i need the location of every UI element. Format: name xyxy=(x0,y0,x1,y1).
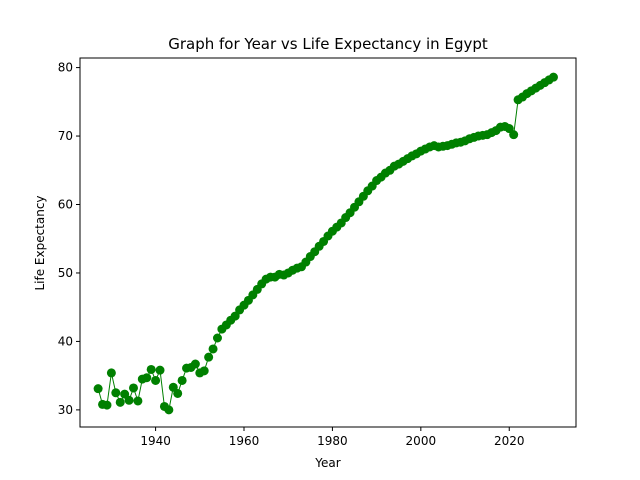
y-axis-label: Life Expectancy xyxy=(33,195,47,290)
data-point xyxy=(173,388,183,398)
data-point xyxy=(115,397,125,407)
data-point xyxy=(146,364,156,374)
x-tick-label: 1940 xyxy=(140,434,171,448)
x-tick-label: 2000 xyxy=(406,434,437,448)
y-tick-label: 40 xyxy=(58,334,73,348)
y-tick-label: 60 xyxy=(58,198,73,212)
data-point xyxy=(155,365,165,375)
x-tick-label: 2020 xyxy=(494,434,525,448)
y-tick-label: 70 xyxy=(58,129,73,143)
data-point xyxy=(509,130,519,140)
data-point xyxy=(128,383,138,393)
plot-area: 1940 1960 1980 2000 2020 30 40 50 60 70 80 xyxy=(58,57,577,448)
x-axis-label: Year xyxy=(314,456,340,470)
data-point xyxy=(164,405,174,415)
y-tick-label: 30 xyxy=(58,403,73,417)
data-point xyxy=(133,396,143,406)
data-point xyxy=(151,375,161,385)
data-point xyxy=(124,395,134,405)
data-point xyxy=(199,366,209,376)
data-point xyxy=(212,333,222,343)
data-point xyxy=(106,368,116,378)
plot-frame xyxy=(79,57,577,428)
data-point xyxy=(102,400,112,410)
data-point xyxy=(190,359,200,369)
data-point xyxy=(93,384,103,394)
x-tick-label: 1980 xyxy=(317,434,348,448)
x-tick-label: 1960 xyxy=(229,434,260,448)
data-point xyxy=(204,352,214,362)
y-tick-label: 80 xyxy=(58,61,73,75)
data-point xyxy=(111,388,121,398)
data-point xyxy=(548,72,558,82)
data-point xyxy=(208,344,218,354)
chart-title: Graph for Year vs Life Expectancy in Egy… xyxy=(168,35,488,53)
data-point xyxy=(142,373,152,383)
y-tick-label: 50 xyxy=(58,266,73,280)
data-point xyxy=(177,375,187,385)
